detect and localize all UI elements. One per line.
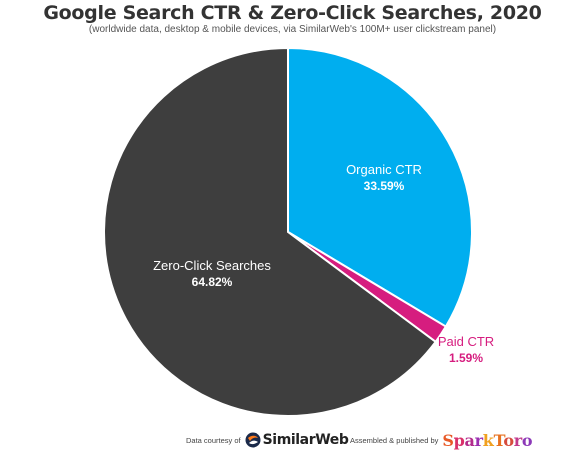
slice-label-organic-ctr: Organic CTR xyxy=(346,162,422,177)
slice-value-organic-ctr: 33.59% xyxy=(364,179,405,193)
slice-label-zero-click-searches: Zero-Click Searches xyxy=(153,258,271,273)
slice-label-paid-ctr: Paid CTR xyxy=(438,334,494,349)
slice-value-zero-click-searches: 64.82% xyxy=(192,275,233,289)
publisher-credit: Assembled & published by SparkToro xyxy=(350,428,533,452)
data-credit: Data courtesy of SimilarWeb xyxy=(186,428,349,452)
data-credit-note: Data courtesy of xyxy=(186,435,241,445)
pie-slice-organic-ctr xyxy=(287,46,473,328)
slice-value-paid-ctr: 1.59% xyxy=(449,351,483,365)
similarweb-mark-icon xyxy=(245,432,261,448)
similarweb-logo-text: SimilarWeb xyxy=(262,432,349,448)
chart-title: Google Search CTR & Zero-Click Searches,… xyxy=(43,2,542,24)
chart-subtitle: (worldwide data, desktop & mobile device… xyxy=(88,24,497,35)
sparktoro-logo: SparkToro xyxy=(442,430,533,450)
similarweb-logo: SimilarWeb xyxy=(245,432,349,448)
publisher-credit-note: Assembled & published by xyxy=(350,435,439,445)
pie-slice-zero-click-searches xyxy=(103,46,438,417)
